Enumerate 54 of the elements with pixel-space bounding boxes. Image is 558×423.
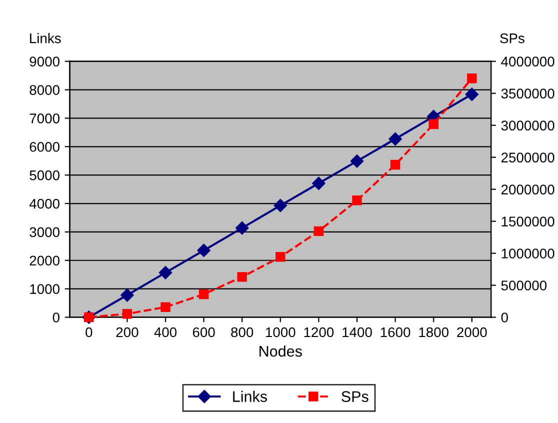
point <box>314 226 324 236</box>
y-tick-label: 5000 <box>30 170 60 180</box>
y-tick-label: 7000 <box>30 114 60 124</box>
y2-tick-label: 3500000 <box>501 88 554 98</box>
point <box>276 252 286 262</box>
x-tick-label: 0 <box>86 327 92 338</box>
y2-tick-label: 1000000 <box>502 248 554 258</box>
point <box>236 221 249 235</box>
x-tick-label: 1200 <box>304 327 334 338</box>
point <box>160 302 170 312</box>
y2-tick-label: 4000000 <box>501 56 554 67</box>
y-tick-label: 9000 <box>30 56 60 67</box>
y-tick-label: 2000 <box>30 256 60 266</box>
y2-tick-label: 500000 <box>501 280 547 290</box>
y-tick-label: 3000 <box>30 227 60 238</box>
x-tick-label: 1600 <box>380 327 410 338</box>
x-tick-label: 200 <box>116 327 138 338</box>
x-tick-label: 1800 <box>419 327 448 338</box>
x-tick-label: 1400 <box>342 327 372 338</box>
legend-label: Links <box>233 390 267 402</box>
y-tick-label: 8000 <box>30 85 60 95</box>
x-tick-label: 800 <box>231 327 254 338</box>
x-tick-label: 2000 <box>457 327 487 338</box>
x-tick-label: 1000 <box>266 327 296 338</box>
legend-label: SPs <box>342 391 368 402</box>
point <box>120 288 134 302</box>
y-tick-label: 0 <box>52 312 60 322</box>
y2-tick-label: 0 <box>501 312 508 322</box>
x-tick-label: 600 <box>192 327 215 338</box>
y-tick-label: 1000 <box>30 284 60 294</box>
point <box>198 289 209 300</box>
point <box>158 266 172 280</box>
point <box>388 132 402 146</box>
y-axis-title: Links <box>30 33 61 44</box>
point <box>390 160 400 170</box>
point <box>467 73 477 84</box>
y2-tick-label: 2500000 <box>501 152 554 162</box>
y-tick-label: 4000 <box>29 198 60 209</box>
point <box>352 196 362 206</box>
point <box>465 88 478 101</box>
point <box>197 244 210 258</box>
point <box>428 119 438 129</box>
y2-tick-label: 1500000 <box>502 216 554 226</box>
x-axis-title: Nodes <box>260 345 302 357</box>
y-tick-label: 6000 <box>30 142 60 152</box>
x-tick-label: 400 <box>154 327 177 338</box>
point <box>122 309 132 319</box>
point <box>350 154 364 168</box>
y2-axis-title: SPs <box>500 33 524 44</box>
point <box>312 176 326 190</box>
point <box>237 272 247 282</box>
y2-tick-label: 2000000 <box>501 184 554 194</box>
y2-tick-label: 3000000 <box>501 120 554 130</box>
point <box>274 198 287 212</box>
